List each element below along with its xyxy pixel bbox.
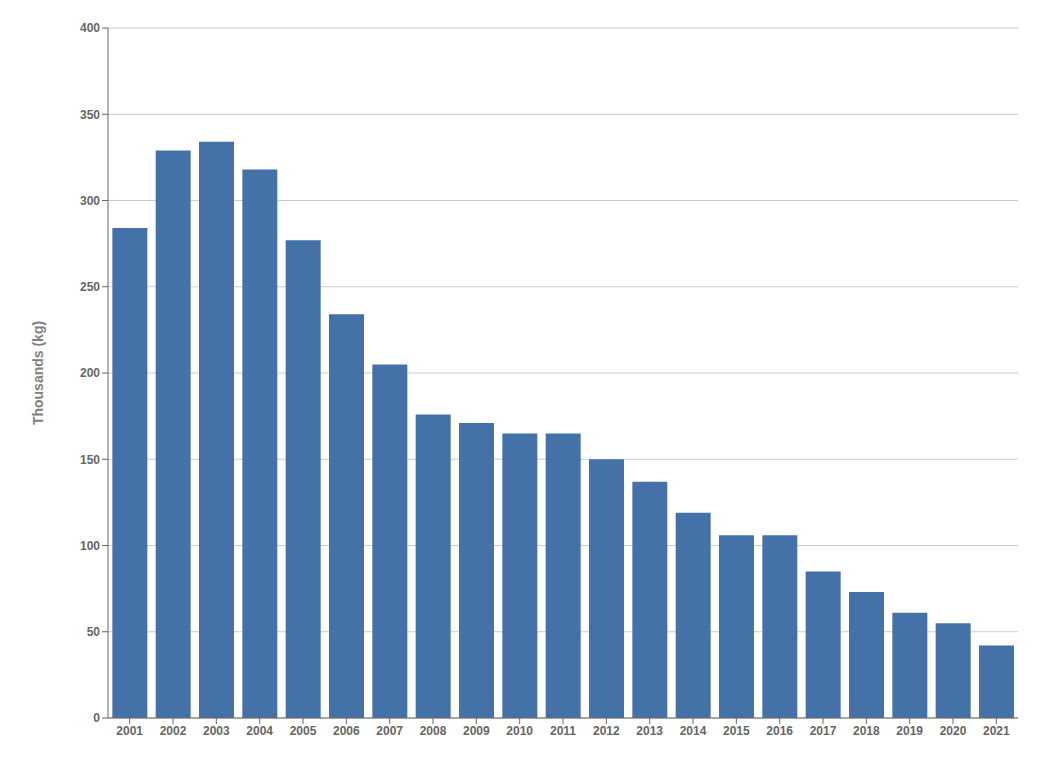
svg-text:2010: 2010 — [506, 724, 533, 738]
svg-text:250: 250 — [80, 280, 100, 294]
svg-text:2013: 2013 — [636, 724, 663, 738]
svg-text:350: 350 — [80, 108, 100, 122]
svg-text:2006: 2006 — [333, 724, 360, 738]
svg-text:2019: 2019 — [896, 724, 923, 738]
svg-text:2005: 2005 — [290, 724, 317, 738]
svg-text:2016: 2016 — [766, 724, 793, 738]
svg-text:2002: 2002 — [160, 724, 187, 738]
svg-text:2020: 2020 — [940, 724, 967, 738]
svg-text:2015: 2015 — [723, 724, 750, 738]
svg-text:2021: 2021 — [983, 724, 1010, 738]
svg-text:Thousands (kg): Thousands (kg) — [30, 321, 46, 425]
svg-text:2012: 2012 — [593, 724, 620, 738]
svg-text:0: 0 — [93, 711, 100, 725]
svg-text:300: 300 — [80, 194, 100, 208]
svg-text:2018: 2018 — [853, 724, 880, 738]
svg-text:2008: 2008 — [420, 724, 447, 738]
svg-text:2001: 2001 — [116, 724, 143, 738]
svg-text:50: 50 — [87, 625, 101, 639]
svg-text:2003: 2003 — [203, 724, 230, 738]
svg-text:2007: 2007 — [376, 724, 403, 738]
svg-text:150: 150 — [80, 453, 100, 467]
svg-text:200: 200 — [80, 366, 100, 380]
svg-text:2011: 2011 — [550, 724, 576, 738]
svg-text:2014: 2014 — [680, 724, 707, 738]
svg-text:100: 100 — [80, 539, 100, 553]
svg-text:2017: 2017 — [810, 724, 837, 738]
svg-text:2009: 2009 — [463, 724, 490, 738]
svg-text:400: 400 — [80, 21, 100, 35]
svg-text:2004: 2004 — [246, 724, 273, 738]
